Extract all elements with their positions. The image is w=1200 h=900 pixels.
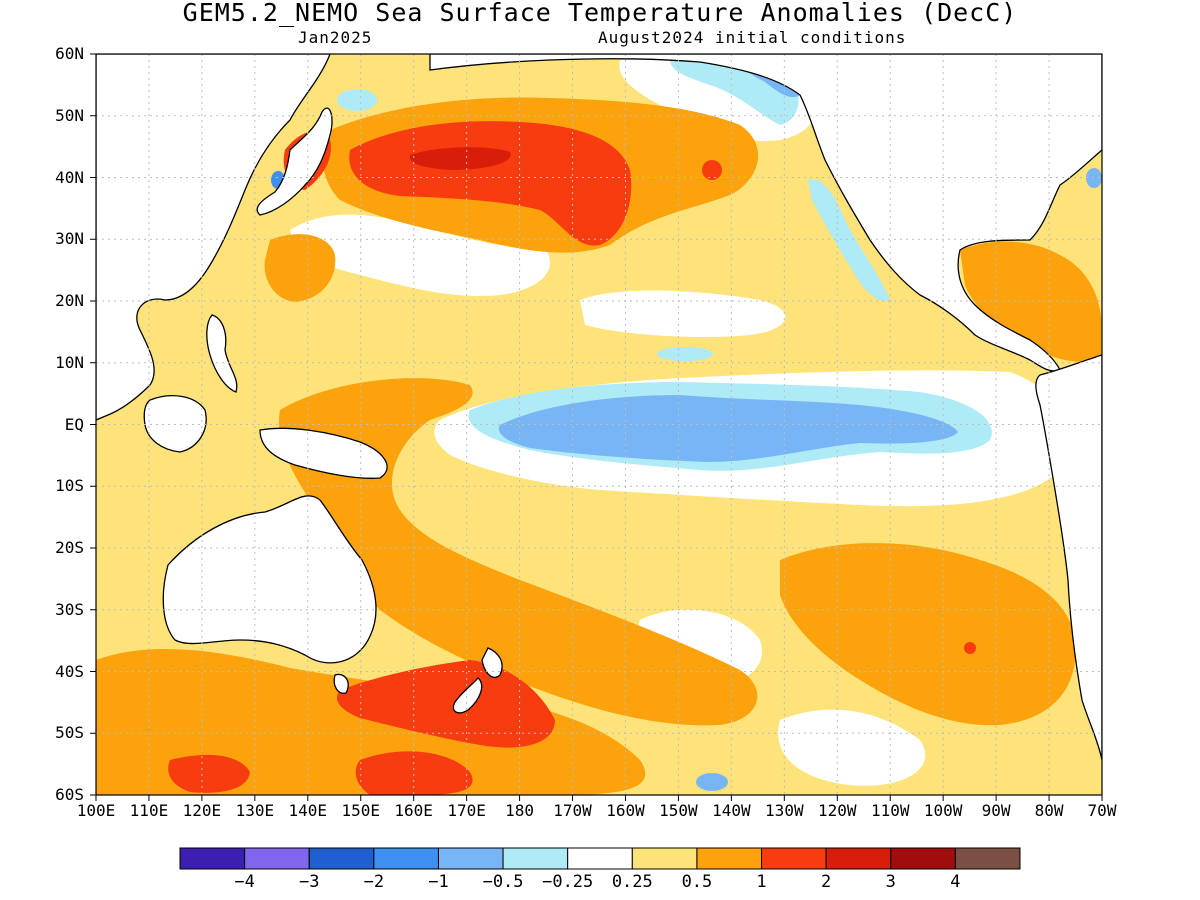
hot-spot-southeast bbox=[964, 642, 976, 654]
lon-label: 120W bbox=[817, 801, 857, 820]
lon-label: 90W bbox=[981, 801, 1011, 820]
colorbar-label: −2 bbox=[363, 872, 385, 892]
colorbar-label: 0.25 bbox=[611, 872, 653, 892]
neutral-zone-central bbox=[580, 290, 786, 337]
colorbar-swatch bbox=[954, 847, 1021, 870]
map-title: GEM5.2_NEMO Sea Surface Temperature Anom… bbox=[182, 0, 1018, 27]
colorbar-swatch bbox=[502, 847, 569, 870]
lon-label: 100E bbox=[76, 801, 116, 820]
initial-conditions: August2024 initial conditions bbox=[598, 28, 907, 47]
colorbar-swatch bbox=[631, 847, 698, 870]
lat-label: 50N bbox=[55, 105, 84, 125]
colorbar-swatch bbox=[890, 847, 956, 870]
lon-label: 160E bbox=[394, 801, 433, 820]
lon-label: 150E bbox=[341, 801, 380, 820]
colorbar-label: 3 bbox=[885, 872, 896, 892]
warm-zone-west-pacific bbox=[279, 378, 758, 726]
colorbar-label: −4 bbox=[234, 872, 255, 892]
lat-label: 50S bbox=[55, 723, 84, 743]
lon-label: 100W bbox=[923, 801, 963, 820]
landmasses bbox=[96, 54, 1102, 761]
lon-label: 160W bbox=[606, 801, 645, 820]
hot-spot-north-pacific bbox=[702, 160, 722, 180]
land-new-zealand-south bbox=[452, 677, 483, 714]
lat-label: 40S bbox=[55, 661, 84, 681]
colorbar-swatch bbox=[244, 847, 310, 870]
lat-label: 30S bbox=[55, 599, 84, 619]
lon-label: 110E bbox=[129, 801, 169, 820]
lon-label: 140E bbox=[288, 801, 328, 820]
colorbar-swatch bbox=[761, 847, 827, 870]
warm-zone-west-china-sea bbox=[264, 234, 336, 302]
lat-label: EQ bbox=[64, 414, 84, 434]
colorbar-swatch bbox=[437, 847, 504, 870]
land-borneo bbox=[143, 395, 207, 453]
cool-spot-central bbox=[657, 347, 713, 361]
cold-spot-south bbox=[696, 773, 728, 791]
lon-label: 120E bbox=[182, 801, 222, 820]
land-philippines bbox=[206, 314, 238, 393]
colorbar-label: −0.5 bbox=[482, 872, 524, 892]
lat-label: 10N bbox=[55, 352, 84, 372]
axis-ticks bbox=[90, 53, 1103, 801]
lat-label: 30N bbox=[55, 229, 84, 249]
lon-label: 70W bbox=[1087, 801, 1117, 820]
warm-zone-southeast-pacific bbox=[780, 543, 1076, 726]
lon-label: 140W bbox=[712, 801, 751, 820]
colorbar-swatch bbox=[696, 847, 763, 870]
warm-zone-southern-ocean bbox=[96, 648, 646, 795]
colorbar-label: −3 bbox=[298, 872, 320, 892]
lon-label: 80W bbox=[1034, 801, 1064, 820]
colorbar-swatch bbox=[825, 847, 892, 870]
colorbar-swatch bbox=[179, 847, 246, 870]
colorbar-swatch bbox=[308, 847, 375, 870]
warm-zone-mexico bbox=[960, 241, 1102, 362]
lat-label: 60S bbox=[55, 785, 84, 804]
land-japan bbox=[256, 107, 333, 216]
lon-label: 170W bbox=[553, 801, 592, 820]
colorbar-label: −1 bbox=[428, 872, 449, 892]
colorbar-label: 4 bbox=[950, 872, 961, 892]
lat-label: 20N bbox=[55, 291, 84, 310]
very-hot-zone-kuroshio bbox=[409, 147, 511, 170]
colorbar-label: 1 bbox=[756, 872, 767, 892]
colorbar-label: 0.5 bbox=[681, 872, 713, 892]
land-new-zealand-north bbox=[481, 647, 503, 678]
land-new-guinea bbox=[259, 427, 388, 479]
cool-spot-north bbox=[337, 89, 377, 111]
land-australia bbox=[162, 495, 377, 664]
colorbar-label: 2 bbox=[821, 872, 832, 892]
lon-label: 150W bbox=[659, 801, 698, 820]
cold-zone-equatorial bbox=[498, 395, 958, 462]
neutral-zone-north-pacific bbox=[290, 214, 550, 296]
cool-zone-california bbox=[808, 179, 890, 302]
lon-label: 110W bbox=[870, 801, 910, 820]
hot-zone-kuroshio bbox=[349, 121, 632, 246]
hot-zone-south-australia bbox=[168, 754, 250, 793]
land-asia bbox=[96, 54, 331, 421]
lat-label: 60N bbox=[55, 44, 84, 63]
hot-zone-tasman bbox=[336, 660, 555, 748]
lat-label: 20S bbox=[55, 538, 84, 557]
forecast-month: Jan2025 bbox=[298, 28, 373, 47]
hot-zone-southern-ocean bbox=[355, 751, 473, 795]
lon-label: 170E bbox=[447, 801, 486, 820]
colorbar-label: −0.25 bbox=[542, 872, 594, 892]
land-north-america bbox=[429, 54, 1102, 372]
neutral-zone-south-east bbox=[778, 709, 926, 786]
lat-label: 40N bbox=[55, 167, 84, 187]
anomaly-field bbox=[96, 54, 1102, 795]
land-tasmania bbox=[333, 673, 349, 694]
lon-label: 180 bbox=[505, 801, 535, 820]
colorbar-swatch bbox=[567, 847, 633, 870]
lon-label: 130E bbox=[235, 801, 275, 820]
land-south-america bbox=[1035, 354, 1102, 761]
colorbar-swatch bbox=[373, 847, 439, 870]
lon-label: 130W bbox=[765, 801, 804, 820]
lat-label: 10S bbox=[55, 476, 84, 496]
colorbar bbox=[179, 847, 1021, 870]
